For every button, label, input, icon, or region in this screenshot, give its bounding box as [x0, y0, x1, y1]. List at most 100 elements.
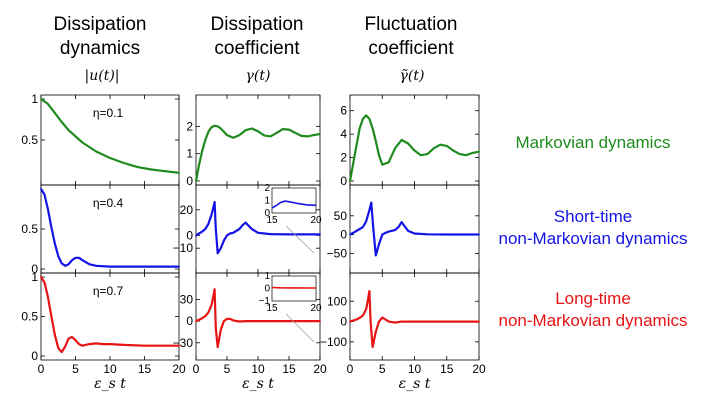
x-axis-label: ε_s t — [242, 376, 274, 392]
column-symbol: γ(t) — [246, 68, 271, 84]
series-line — [194, 124, 321, 182]
data-point — [288, 128, 290, 131]
data-point — [413, 320, 416, 323]
data-point — [178, 265, 180, 268]
x-tick-label: 20 — [472, 362, 486, 376]
x-tick-label: 20 — [172, 362, 186, 376]
data-point — [223, 320, 225, 322]
data-point — [47, 208, 49, 210]
data-point — [445, 320, 448, 323]
data-point — [201, 317, 204, 320]
panel-frame — [195, 94, 321, 186]
data-point — [445, 233, 448, 236]
data-point — [294, 132, 297, 134]
inset-y-tick-label: 0 — [264, 208, 270, 219]
data-point — [81, 141, 84, 144]
data-point — [88, 343, 91, 345]
data-point — [47, 103, 49, 105]
data-point — [257, 231, 259, 234]
y-tick-label: 0 — [340, 174, 347, 188]
data-point — [319, 320, 321, 322]
data-point — [478, 320, 480, 323]
data-point — [394, 229, 396, 232]
data-point — [452, 149, 455, 152]
data-point — [210, 214, 213, 216]
data-point — [465, 154, 467, 157]
data-point — [413, 149, 416, 152]
data-point — [122, 162, 125, 164]
panel-frame — [349, 184, 480, 274]
data-point — [257, 130, 259, 133]
data-point — [288, 320, 290, 322]
y-tick-label: 100 — [327, 294, 347, 308]
data-point — [226, 318, 228, 320]
data-point — [50, 226, 53, 229]
data-point — [433, 147, 435, 150]
y-tick-label: 0.5 — [21, 310, 38, 324]
data-point — [201, 150, 204, 152]
column-symbol: |u(t)| — [85, 68, 120, 84]
data-point — [478, 150, 480, 153]
data-point — [365, 114, 367, 117]
x-tick-label: 15 — [440, 362, 454, 376]
y-tick-label: 0 — [186, 314, 193, 328]
series-line — [348, 114, 480, 182]
data-point — [238, 320, 241, 323]
data-point — [355, 318, 358, 321]
data-point — [306, 135, 309, 138]
data-point — [60, 121, 63, 123]
data-point — [365, 308, 367, 311]
data-point — [238, 134, 241, 137]
x-tick-label: 15 — [138, 362, 152, 376]
data-point — [319, 233, 321, 236]
data-point — [384, 231, 387, 234]
row-label-long-time-line2: non-Markovian dynamics — [499, 311, 688, 330]
data-point — [352, 162, 355, 165]
panel-frame — [349, 94, 480, 186]
x-tick-label: 20 — [313, 362, 327, 376]
data-point — [368, 209, 371, 212]
inset-y-tick-label: −1 — [259, 296, 271, 307]
data-point — [164, 170, 167, 173]
column-title-line1: Fluctuation — [365, 14, 458, 35]
x-tick-label: 0 — [193, 362, 200, 376]
panel-u-0.4: 0.5 0 η=0.4 — [21, 184, 180, 276]
panel-gamma-0.7: 300−300 5 10 15 20ε_s t10−115 20 — [173, 271, 327, 392]
panel-u-0.7: 00.510 5 10 15 20ε_s tη=0.7 — [21, 270, 186, 392]
data-point — [407, 142, 409, 145]
data-point — [201, 230, 204, 233]
data-point — [210, 126, 213, 129]
data-point — [420, 154, 422, 157]
data-point — [365, 220, 367, 223]
data-point — [257, 320, 259, 322]
data-point — [370, 201, 373, 204]
data-point — [109, 157, 111, 159]
data-point — [78, 256, 80, 259]
data-point — [362, 226, 364, 229]
data-point — [214, 228, 217, 230]
data-point — [136, 166, 139, 169]
data-point — [198, 318, 201, 321]
data-point — [213, 124, 216, 127]
x-tick-label: 5 — [72, 362, 79, 376]
data-point — [400, 221, 403, 224]
data-point — [53, 112, 56, 114]
data-point — [60, 262, 63, 265]
data-point — [362, 118, 364, 120]
data-point — [352, 231, 355, 234]
data-point — [400, 139, 403, 141]
y-tick-label: 1 — [31, 92, 38, 106]
inset-y-tick-label: 1 — [264, 196, 270, 207]
data-point — [374, 254, 377, 257]
data-point — [300, 135, 303, 137]
panel-gammatilde-0.4: 50 0 −50 — [327, 184, 480, 274]
data-point — [471, 152, 474, 154]
row-label-long-time-line1: Long-time — [555, 289, 631, 308]
data-point — [214, 327, 217, 330]
data-point — [349, 320, 351, 323]
data-point — [250, 127, 253, 130]
inset-y-tick-label: 1 — [264, 271, 270, 282]
y-tick-label: 4 — [340, 127, 347, 141]
data-point — [178, 344, 180, 347]
data-point — [319, 133, 321, 135]
